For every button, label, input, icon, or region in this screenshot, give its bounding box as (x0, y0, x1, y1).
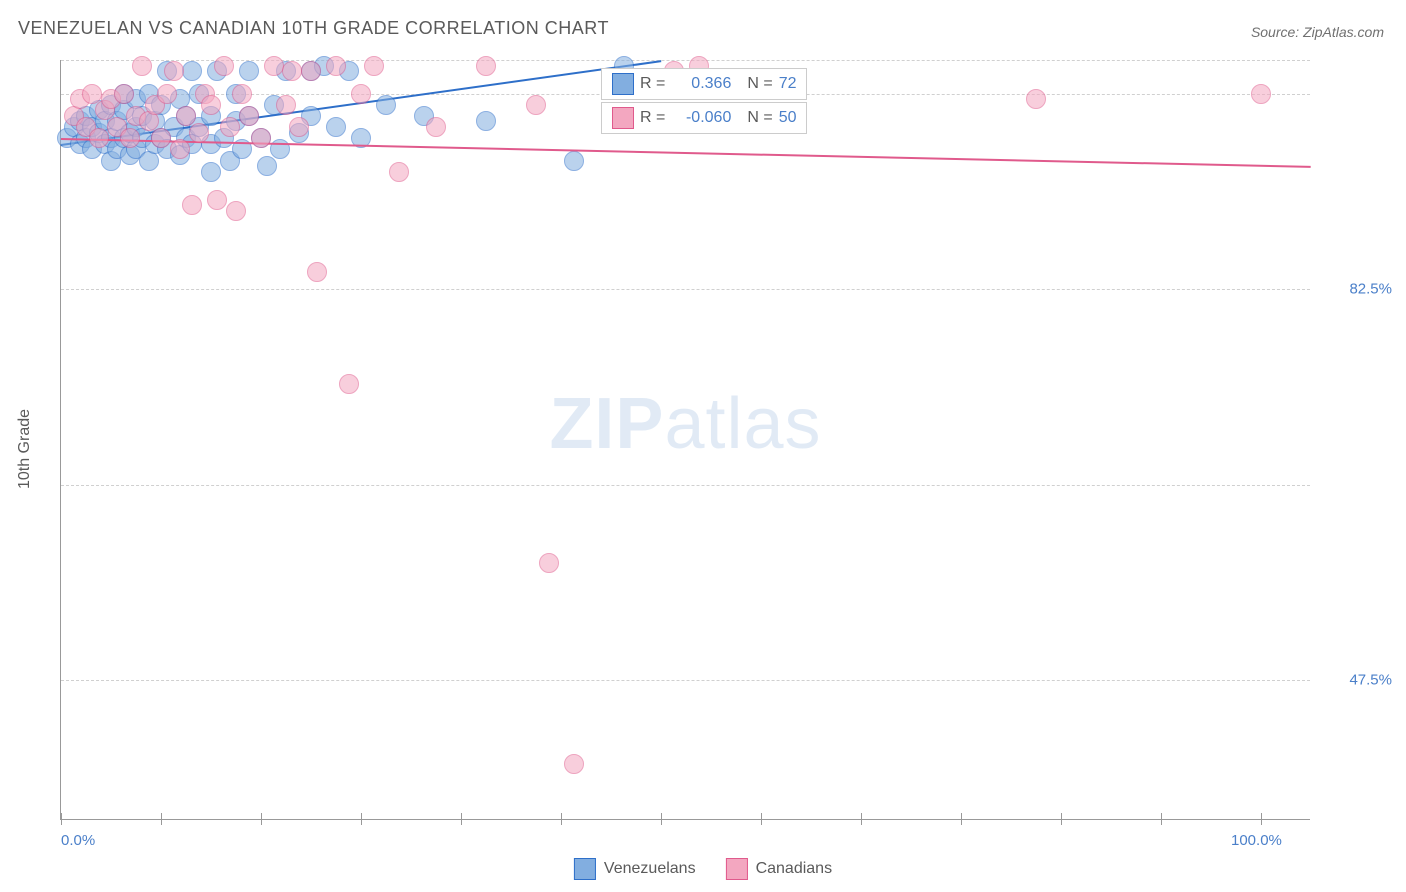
scatter-point (326, 117, 346, 137)
scatter-point (151, 128, 171, 148)
x-tick (461, 813, 462, 825)
x-tick (1161, 813, 1162, 825)
r-label: R = (640, 109, 665, 127)
legend-swatch (612, 73, 634, 95)
scatter-point (539, 553, 559, 573)
scatter-point (339, 374, 359, 394)
scatter-point (201, 162, 221, 182)
bottom-legend: Venezuelans Canadians (574, 858, 832, 880)
legend-item: Venezuelans (574, 858, 696, 880)
scatter-point (189, 123, 209, 143)
legend-label: Canadians (756, 860, 833, 878)
scatter-point (264, 56, 284, 76)
scatter-point (389, 162, 409, 182)
stats-legend-row: R = 0.366 N = 72 (601, 68, 807, 100)
scatter-point (232, 84, 252, 104)
gridline (61, 680, 1310, 681)
chart-title: VENEZUELAN VS CANADIAN 10TH GRADE CORREL… (18, 18, 609, 39)
x-tick-label: 0.0% (61, 832, 95, 849)
x-tick (161, 813, 162, 825)
legend-swatch (612, 107, 634, 129)
legend-swatch (726, 858, 748, 880)
r-value: -0.060 (671, 109, 731, 127)
n-value: 50 (779, 109, 797, 127)
scatter-point (564, 754, 584, 774)
scatter-point (251, 128, 271, 148)
scatter-point (207, 190, 227, 210)
scatter-point (89, 128, 109, 148)
n-value: 72 (779, 75, 797, 93)
scatter-point (301, 61, 321, 81)
scatter-point (220, 117, 240, 137)
scatter-point (351, 84, 371, 104)
scatter-point (276, 95, 296, 115)
x-tick (261, 813, 262, 825)
scatter-point (476, 56, 496, 76)
scatter-point (114, 84, 134, 104)
scatter-point (164, 61, 184, 81)
scatter-point (132, 56, 152, 76)
scatter-point (1026, 89, 1046, 109)
scatter-point (226, 201, 246, 221)
scatter-point (1251, 84, 1271, 104)
n-label: N = (747, 109, 772, 127)
scatter-point (157, 84, 177, 104)
scatter-point (214, 56, 234, 76)
scatter-point (564, 151, 584, 171)
x-tick (61, 813, 62, 825)
watermark-light: atlas (664, 384, 821, 464)
plot-area: ZIPatlas 47.5%82.5%0.0%100.0%R =0.366N =… (60, 60, 1310, 820)
source-label: Source: ZipAtlas.com (1251, 24, 1384, 40)
y-tick-label: 82.5% (1322, 281, 1392, 298)
scatter-point (182, 195, 202, 215)
n-label: N = (747, 75, 772, 93)
stats-legend-row: R = -0.060 N = 50 (601, 102, 807, 134)
scatter-point (307, 262, 327, 282)
scatter-point (201, 95, 221, 115)
legend-label: Venezuelans (604, 860, 696, 878)
watermark-bold: ZIP (549, 384, 664, 464)
scatter-point (257, 156, 277, 176)
y-axis-label: 10th Grade (16, 409, 34, 489)
x-tick-label: 100.0% (1231, 832, 1282, 849)
x-tick (361, 813, 362, 825)
scatter-point (376, 95, 396, 115)
x-tick (861, 813, 862, 825)
scatter-point (239, 61, 259, 81)
scatter-point (239, 106, 259, 126)
chart-container: VENEZUELAN VS CANADIAN 10TH GRADE CORREL… (0, 0, 1406, 892)
gridline (61, 289, 1310, 290)
scatter-point (476, 111, 496, 131)
r-value: 0.366 (671, 75, 731, 93)
legend-item: Canadians (726, 858, 833, 880)
scatter-point (182, 61, 202, 81)
scatter-point (526, 95, 546, 115)
y-tick-label: 47.5% (1322, 672, 1392, 689)
x-tick (961, 813, 962, 825)
scatter-point (289, 117, 309, 137)
x-tick (761, 813, 762, 825)
scatter-point (326, 56, 346, 76)
scatter-point (364, 56, 384, 76)
r-label: R = (640, 75, 665, 93)
scatter-point (170, 139, 190, 159)
x-tick (561, 813, 562, 825)
legend-swatch (574, 858, 596, 880)
scatter-point (426, 117, 446, 137)
scatter-point (120, 128, 140, 148)
watermark: ZIPatlas (549, 383, 821, 465)
x-tick (1061, 813, 1062, 825)
x-tick (661, 813, 662, 825)
x-tick (1261, 813, 1262, 825)
scatter-point (282, 61, 302, 81)
gridline (61, 485, 1310, 486)
